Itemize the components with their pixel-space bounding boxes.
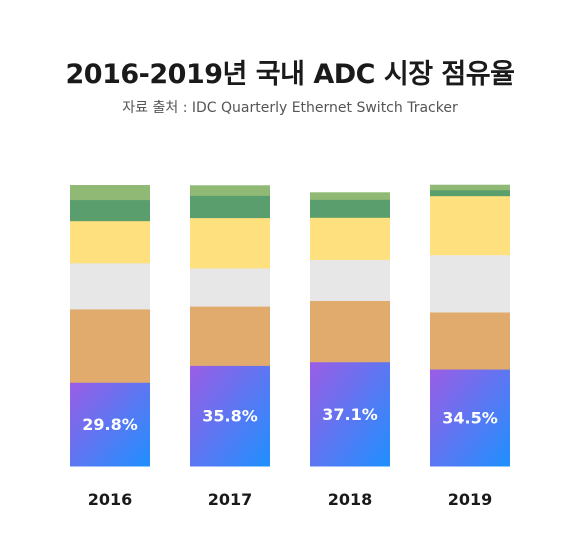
bar-segment-2019-s1	[430, 369, 510, 467]
data-label-2018: 37.1%	[322, 405, 378, 424]
x-tick-label-2016: 2016	[88, 490, 133, 509]
bar-segment-2018-s6	[310, 192, 390, 200]
bar-segment-2016-s3	[70, 262, 150, 310]
bar-segment-2017-s1	[190, 365, 270, 467]
bar-segment-2017-s5	[190, 195, 270, 219]
bar-group: 29.8% 35.8% 37.1% 34.5%	[70, 184, 510, 467]
bar-segment-2017-s4	[190, 217, 270, 269]
bar-segment-2019-s6	[430, 184, 510, 191]
bar-segment-2018-s5	[310, 199, 390, 218]
bar-segment-2016-s6	[70, 185, 150, 201]
data-label-2019: 34.5%	[442, 409, 498, 428]
x-tick-label-2018: 2018	[328, 490, 373, 509]
data-label-2016: 29.8%	[82, 415, 138, 434]
bar-segment-2019-s3	[430, 254, 510, 313]
bar-segment-2018-s2	[310, 300, 390, 363]
x-tick-label-2017: 2017	[208, 490, 253, 509]
bar-segment-2016-s2	[70, 308, 150, 383]
bar-segment-2016-s1	[70, 382, 150, 467]
bar-segment-2017-s2	[190, 306, 270, 366]
bar-segment-2019-s4	[430, 195, 510, 256]
bar-segment-2018-s3	[310, 259, 390, 301]
x-tick-label-2019: 2019	[448, 490, 493, 509]
bar-segment-2016-s4	[70, 220, 150, 264]
chart-subtitle: 자료 출처 : IDC Quarterly Ethernet Switch Tr…	[122, 100, 458, 116]
bar-segment-2017-s3	[190, 267, 270, 307]
bar-segment-2016-s5	[70, 199, 150, 222]
bar-segment-2019-s2	[430, 312, 510, 370]
bar-segment-2017-s6	[190, 185, 270, 196]
bar-segment-2019-s5	[430, 189, 510, 197]
bar-segment-2018-s1	[310, 361, 390, 467]
data-label-2017: 35.8%	[202, 407, 258, 426]
bar-segment-2018-s4	[310, 217, 390, 260]
chart-title: 2016-2019년 국내 ADC 시장 점유율	[65, 59, 515, 90]
x-axis-labels: 2016 2017 2018 2019	[88, 490, 493, 509]
